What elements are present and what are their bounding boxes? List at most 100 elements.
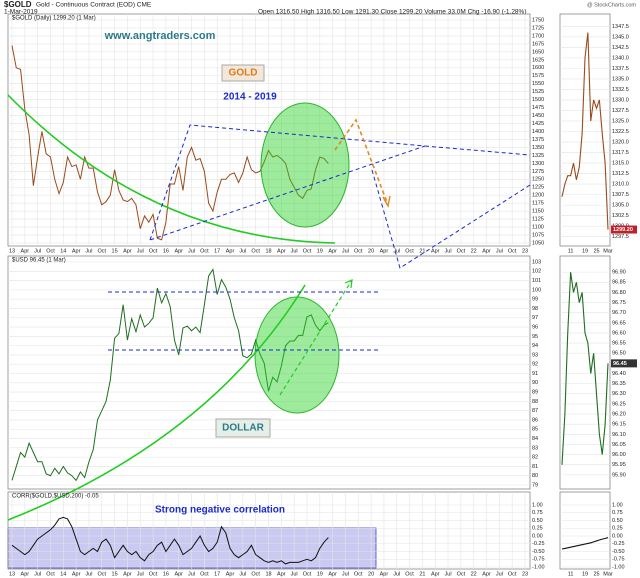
x-tick-label: Apr: [174, 571, 183, 577]
x-tick-label: Oct: [354, 248, 363, 254]
y-tick-label: 1425: [532, 121, 544, 127]
y-tick-label: 98: [532, 306, 538, 312]
y-tick-label: 96.65: [612, 320, 626, 326]
x-tick-label: Oct: [508, 571, 517, 577]
price-line: [561, 537, 609, 550]
y-tick-label: 1302.5: [612, 213, 629, 219]
credit: @ StockCharts.com: [587, 2, 636, 8]
y-tick-label: 99: [532, 297, 538, 303]
x-tick-label: Apr: [482, 248, 491, 254]
y-tick-label: 0.50: [612, 518, 623, 524]
y-tick-label: 0.00: [532, 533, 543, 539]
x-tick-label: 18: [265, 248, 271, 254]
x-tick-label: Oct: [46, 248, 55, 254]
x-tick-label: 23: [522, 571, 528, 577]
price-line: [11, 268, 329, 482]
x-tick-label: Jul: [342, 248, 349, 254]
y-tick-label: -0.75: [612, 557, 625, 563]
y-tick-label: 0.25: [612, 526, 623, 532]
y-tick-label: 1305.0: [612, 203, 629, 209]
y-tick-label: 1312.5: [612, 171, 629, 177]
x-tick-label: Jul: [34, 248, 41, 254]
x-tick-label: Oct: [200, 248, 209, 254]
y-tick-label: 92: [532, 362, 538, 368]
panel-frame: [559, 491, 611, 570]
x-tick-label: Apr: [123, 571, 132, 577]
arrow-head: [382, 195, 391, 209]
y-tick-label: 1475: [532, 105, 544, 111]
x-tick-label: Apr: [380, 571, 389, 577]
y-tick-label: 89: [532, 390, 538, 396]
x-tick-label: Jul: [239, 248, 246, 254]
price-line: [561, 272, 609, 465]
y-tick-label: 96.70: [612, 310, 626, 316]
annotation: GOLD: [229, 68, 258, 79]
y-tick-label: 90: [532, 380, 538, 386]
legend-label: $USD 96.45 (1 Mar): [12, 258, 66, 264]
triangle: [149, 124, 426, 241]
highlight-circle: [260, 102, 350, 228]
x-tick-label: Apr: [72, 571, 81, 577]
y-tick-label: 88: [532, 399, 538, 405]
y-tick-label: 95.95: [612, 462, 626, 468]
quote: Open 1316.50 High 1316.50 Low 1291.30 Cl…: [258, 9, 527, 16]
y-tick-label: 1317.5: [612, 150, 629, 156]
x-tick-label: 16: [163, 571, 169, 577]
trend-curve: [7, 284, 306, 521]
y-tick-label: 87: [532, 408, 538, 414]
y-tick-label: 103: [532, 259, 541, 265]
marks: [11, 32, 609, 565]
y-tick-label: 1332.5: [612, 87, 629, 93]
y-tick-label: 96.75: [612, 300, 626, 306]
x-tick-label: Apr: [431, 248, 440, 254]
y-tick-label: 85: [532, 427, 538, 433]
y-tick-label: 1050: [532, 240, 544, 246]
y-tick-label: -0.75: [532, 557, 545, 563]
y-tick-label: 94: [532, 343, 538, 349]
y-tick-label: 93: [532, 352, 538, 358]
y-tick-label: 81: [532, 464, 538, 470]
y-tick-label: 1300: [532, 161, 544, 167]
y-tick-label: 1325: [532, 153, 544, 159]
x-tick-label: Oct: [405, 571, 414, 577]
y-tick-label: 100: [532, 287, 541, 293]
arrow-head: [344, 279, 353, 289]
x-tick-label: Jul: [85, 571, 92, 577]
y-tick-label: 1315.0: [612, 161, 629, 167]
x-tick-label: Oct: [149, 571, 158, 577]
y-tick-label: 91: [532, 371, 538, 377]
x-tick-label: 15: [112, 248, 118, 254]
last-value-label: 96.45: [613, 361, 627, 367]
x-tick-label: Oct: [251, 248, 260, 254]
annotation: DOLLAR: [222, 423, 264, 434]
dollar-projection: [279, 279, 353, 396]
x-tick-label: Jul: [34, 571, 41, 577]
y-tick-label: 84: [532, 436, 538, 442]
y-tick-label: 96.90: [612, 270, 626, 276]
y-tick-label: 1750: [532, 17, 544, 23]
trend-curve: [7, 94, 336, 244]
x-tick-label: Apr: [482, 571, 491, 577]
x-tick-label: 14: [60, 571, 66, 577]
y-tick-label: 1.00: [532, 502, 543, 508]
y-tick-label: 80: [532, 473, 538, 479]
y-tick-label: 83: [532, 445, 538, 451]
y-tick-label: 1320.0: [612, 139, 629, 145]
legend-label: CORR($GOLD,$USD,200) -0.05: [12, 494, 99, 500]
y-tick-label: 1250: [532, 177, 544, 183]
last-value-label: 1299.20: [613, 227, 633, 233]
x-tick-label: Oct: [457, 248, 466, 254]
y-tick-label: 1350: [532, 145, 544, 151]
y-tick-label: -0.25: [532, 541, 545, 547]
y-tick-label: -0.50: [532, 549, 545, 555]
x-tick-label: 14: [60, 248, 66, 254]
x-tick-label: 11: [568, 248, 574, 254]
y-tick-label: 1075: [532, 232, 544, 238]
y-tick-label: 1700: [532, 33, 544, 39]
x-tick-label: Oct: [303, 248, 312, 254]
price-line: [11, 45, 329, 241]
x-tick-label: Oct: [303, 571, 312, 577]
x-tick-label: Oct: [97, 571, 106, 577]
y-tick-label: 96.85: [612, 280, 626, 286]
x-tick-label: Apr: [21, 248, 30, 254]
